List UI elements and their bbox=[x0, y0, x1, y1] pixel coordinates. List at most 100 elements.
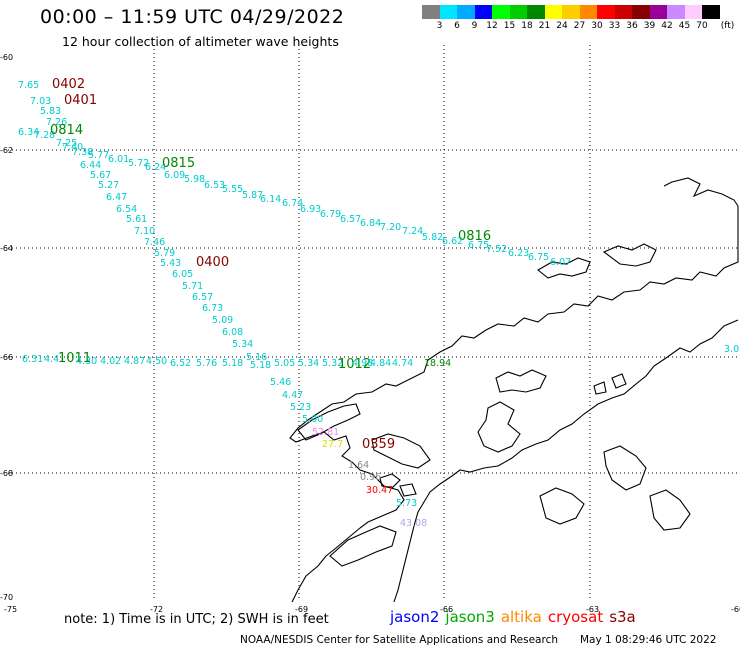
scale-swatch bbox=[649, 5, 667, 19]
wave-height-label: 6.24 bbox=[145, 162, 166, 173]
wave-height-label: 5.76 bbox=[196, 358, 217, 369]
wave-height-label: 6.52 bbox=[170, 358, 191, 369]
wave-height-label: 6.57 bbox=[192, 292, 213, 303]
scale-label: 36 bbox=[626, 21, 638, 31]
lat-label: -62 bbox=[0, 146, 13, 155]
ice-shelf-outline-4 bbox=[649, 489, 691, 531]
wave-height-label: 6.84 bbox=[360, 218, 381, 229]
scale-label: 21 bbox=[538, 21, 551, 31]
lon-label: -66 bbox=[440, 605, 453, 614]
satellite-s3a: s3a bbox=[609, 608, 636, 626]
scale-label: 3 bbox=[436, 21, 443, 31]
wave-height-label: 6.62 bbox=[442, 236, 463, 247]
scale-swatch bbox=[702, 5, 720, 19]
wave-height-label: 5.27 bbox=[98, 180, 119, 191]
wave-height-label: 43.08 bbox=[400, 518, 427, 529]
scale-label: 33 bbox=[608, 21, 621, 31]
wave-height-label: 30.47 bbox=[366, 485, 393, 496]
wave-height-label: 6.73 bbox=[202, 303, 223, 314]
wave-height-label: 7.40 bbox=[62, 142, 83, 153]
wave-height-label: 6.08 bbox=[222, 327, 243, 338]
scale-label: 24 bbox=[556, 21, 568, 31]
lon-label: -69 bbox=[295, 605, 308, 614]
scale-swatch bbox=[457, 5, 475, 19]
wave-height-label: 5.82 bbox=[422, 232, 443, 243]
scale-label: 15 bbox=[503, 21, 516, 31]
wave-height-label: 6.75 bbox=[528, 252, 549, 263]
wave-height-label: 7.10 bbox=[134, 226, 155, 237]
island-adelaide bbox=[297, 403, 361, 441]
satellite-cryosat: cryosat bbox=[547, 608, 604, 626]
wave-height-label: 6.14 bbox=[260, 194, 281, 205]
satellite-altika: altika bbox=[500, 608, 542, 626]
wave-height-label: 7.24 bbox=[402, 226, 423, 237]
scale-unit: (ft) bbox=[720, 21, 735, 31]
wave-height-label: 5.72 bbox=[128, 158, 149, 169]
credit-timestamp: May 1 08:29:46 UTC 2022 bbox=[580, 634, 717, 646]
wave-height-label: 4.74 bbox=[392, 358, 413, 369]
lat-label: -68 bbox=[0, 469, 13, 478]
scale-label: 39 bbox=[643, 21, 656, 31]
lon-label: -63 bbox=[586, 605, 599, 614]
credit-org: NOAA/NESDIS Center for Satellite Applica… bbox=[240, 634, 558, 646]
wave-height-label: 4.47 bbox=[282, 390, 303, 401]
coast-east-inner bbox=[495, 369, 547, 393]
scale-label: 27 bbox=[573, 21, 586, 31]
wave-height-label: 5.43 bbox=[160, 258, 181, 269]
coastline bbox=[289, 177, 739, 603]
wave-height-label: 6.34 bbox=[18, 127, 39, 138]
footnote: note: 1) Time is in UTC; 2) SWH is in fe… bbox=[64, 612, 329, 627]
scale-swatch bbox=[579, 5, 597, 19]
track-id-label: 0359 bbox=[362, 437, 395, 452]
wave-height-label: 4.87 bbox=[124, 356, 145, 367]
scale-label: 70 bbox=[696, 21, 708, 31]
scale-swatch bbox=[492, 5, 510, 19]
wave-height-label: 6.74 bbox=[282, 198, 303, 209]
wave-height-label: 6.57 bbox=[340, 214, 361, 225]
scale-swatch bbox=[562, 5, 580, 19]
color-scale-labels: 3 6 9 12 15 18 21 24 27 30 33 36 39 42 45 70 (ft) bbox=[422, 21, 740, 33]
track-id-label: 0816 bbox=[458, 229, 491, 244]
wave-height-label: 5.83 bbox=[40, 106, 61, 117]
track-id-label: 0815 bbox=[162, 156, 195, 171]
scale-label: 18 bbox=[521, 21, 533, 31]
wave-height-label: 7.52 bbox=[486, 244, 507, 255]
lat-label: -66 bbox=[0, 353, 13, 362]
track-id-label: 1011 bbox=[58, 351, 91, 366]
scale-swatch bbox=[439, 5, 457, 19]
scale-swatch bbox=[544, 5, 562, 19]
lon-label: -60 bbox=[731, 605, 740, 614]
scale-swatch bbox=[684, 5, 702, 19]
wave-height-label: 7.03 bbox=[30, 96, 51, 107]
scale-swatch bbox=[614, 5, 632, 19]
wave-height-label: 6.79 bbox=[320, 209, 341, 220]
scale-label: 9 bbox=[471, 21, 478, 31]
island-small-4 bbox=[593, 381, 607, 395]
wave-height-label: 5.46 bbox=[270, 377, 291, 388]
wave-height-label: 1.64 bbox=[348, 460, 369, 471]
island-alexander bbox=[329, 525, 397, 567]
wave-height-label: 5.16 bbox=[246, 352, 267, 363]
wave-height-label: 5.32 bbox=[322, 358, 343, 369]
wave-height-label: 3.0 bbox=[724, 344, 739, 355]
wave-height-label: 6.54 bbox=[116, 204, 137, 215]
ice-shelf-outline bbox=[477, 401, 521, 453]
satellite-jason2: jason2 bbox=[390, 608, 440, 626]
island-south-shetland bbox=[537, 257, 591, 279]
wave-height-label: 6.75 bbox=[468, 240, 489, 251]
scale-swatch bbox=[632, 5, 650, 19]
track-id-label: 0402 bbox=[52, 77, 85, 92]
wave-height-label: 6.53 bbox=[204, 180, 225, 191]
wave-height-label: 6.01 bbox=[108, 154, 129, 165]
scale-label: 30 bbox=[591, 21, 603, 31]
wave-height-label: 6.23 bbox=[508, 248, 529, 259]
wave-height-label: 4.50 bbox=[146, 356, 167, 367]
wave-height-label: 5.18 bbox=[222, 358, 243, 369]
wave-height-label: 5.55 bbox=[222, 184, 243, 195]
scale-label: 6 bbox=[454, 21, 460, 31]
track-id-label: 0814 bbox=[50, 123, 83, 138]
wave-height-label: 7.28 bbox=[34, 130, 55, 141]
island-small-1 bbox=[379, 473, 401, 489]
wave-height-label: 7.26 bbox=[46, 117, 67, 128]
